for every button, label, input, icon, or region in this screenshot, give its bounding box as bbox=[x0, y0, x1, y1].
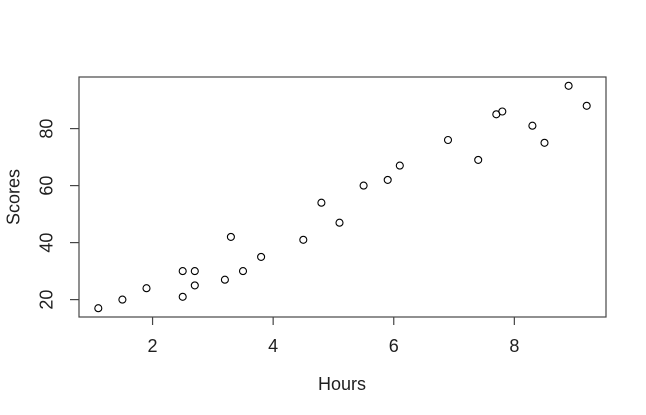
data-point bbox=[383, 175, 392, 184]
x-tick-label: 2 bbox=[148, 336, 158, 356]
x-axis-title: Hours bbox=[318, 374, 366, 394]
plot-border bbox=[78, 76, 607, 318]
data-point bbox=[190, 267, 199, 276]
data-point bbox=[443, 135, 453, 145]
data-point bbox=[335, 218, 344, 227]
data-point bbox=[178, 292, 187, 301]
data-point bbox=[238, 267, 248, 276]
data-point bbox=[540, 138, 549, 147]
x-tick-label: 8 bbox=[509, 336, 519, 356]
y-tick-label: 80 bbox=[36, 119, 56, 139]
data-point bbox=[220, 275, 229, 284]
data-point bbox=[359, 181, 368, 190]
x-tick-label: 6 bbox=[389, 336, 399, 356]
data-point bbox=[226, 232, 235, 241]
data-point bbox=[94, 304, 103, 313]
data-point bbox=[498, 107, 507, 116]
data-points-layer bbox=[94, 81, 591, 313]
y-tick-label: 20 bbox=[36, 290, 56, 310]
data-point bbox=[190, 281, 199, 290]
data-point bbox=[564, 81, 573, 90]
y-axis-title: Scores bbox=[3, 169, 23, 225]
y-axis: 20 40 60 80 bbox=[36, 119, 79, 310]
data-point bbox=[178, 267, 187, 276]
data-point bbox=[317, 198, 326, 207]
data-point bbox=[118, 295, 127, 304]
x-axis: 2 4 6 8 bbox=[148, 317, 519, 356]
data-point bbox=[582, 101, 591, 110]
x-tick-label: 4 bbox=[268, 336, 278, 356]
y-tick-label: 60 bbox=[36, 176, 56, 196]
data-point bbox=[395, 161, 404, 170]
plot-frame bbox=[78, 76, 607, 318]
data-point bbox=[299, 235, 308, 244]
data-point bbox=[528, 121, 537, 130]
data-point bbox=[142, 284, 151, 293]
data-point bbox=[474, 155, 483, 164]
y-tick-label: 40 bbox=[36, 233, 56, 253]
data-point bbox=[257, 252, 266, 261]
